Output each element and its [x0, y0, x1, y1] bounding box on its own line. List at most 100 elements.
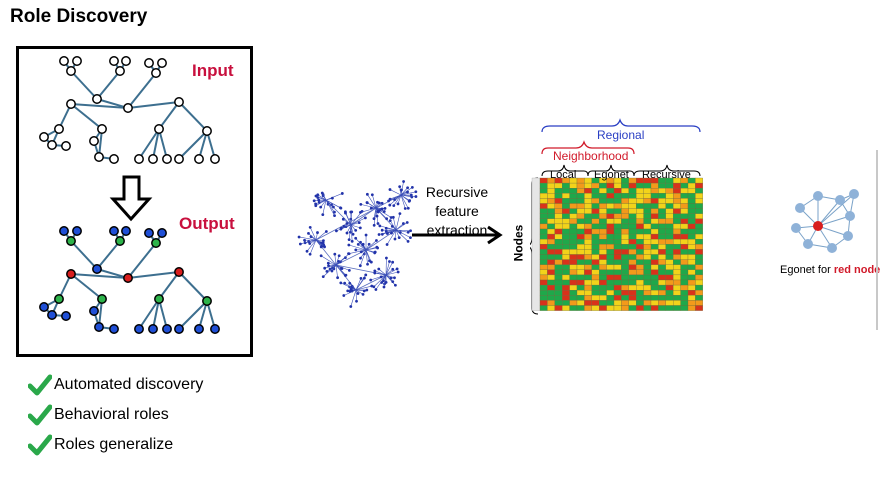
heatmap-cell — [687, 233, 696, 240]
page-title: Role Discovery — [10, 6, 148, 27]
network-node — [332, 205, 335, 209]
network-node — [400, 188, 403, 192]
feature-matrix — [530, 118, 703, 315]
graph-edge — [178, 271, 208, 302]
heatmap-cell — [562, 239, 570, 245]
heatmap-cell — [569, 279, 578, 286]
network-node — [320, 191, 324, 195]
network-node — [330, 269, 334, 273]
heatmap-cell — [636, 284, 644, 291]
heatmap-cell — [628, 295, 637, 301]
heatmap-cell — [539, 274, 548, 281]
heatmap-cell — [621, 188, 629, 194]
network-node — [373, 250, 377, 254]
network-node — [349, 305, 353, 308]
heatmap-cell — [695, 188, 703, 194]
network-node — [336, 276, 340, 280]
network-node — [389, 276, 393, 280]
heatmap-cell — [613, 213, 622, 219]
network-node — [370, 193, 374, 197]
heatmap-cell — [584, 182, 592, 189]
heatmap-cell — [628, 239, 637, 245]
graph-node — [151, 238, 161, 248]
heatmap-cell — [606, 239, 615, 245]
heatmap-cell — [650, 290, 659, 296]
heatmap-cell — [680, 274, 689, 281]
heatmap-cell — [680, 193, 689, 199]
heatmap-cell — [584, 208, 592, 214]
heatmap-cell — [562, 249, 570, 255]
network-node — [373, 271, 377, 275]
heatmap-cell — [562, 208, 570, 214]
heatmap-cell — [591, 239, 600, 245]
heatmap-cell — [628, 198, 637, 204]
heatmap-cell — [695, 244, 703, 250]
network-node — [363, 216, 367, 220]
heatmap-cell — [650, 193, 659, 199]
network-node — [376, 200, 379, 204]
heatmap-cell — [643, 182, 652, 189]
heatmap-cell — [576, 249, 585, 255]
network-node — [372, 223, 376, 227]
network-node — [390, 231, 393, 235]
network-node — [327, 264, 330, 268]
heatmap-cell — [650, 223, 659, 230]
heatmap-cell — [628, 223, 637, 230]
heatmap-cell — [650, 182, 659, 189]
heatmap-cell — [680, 239, 689, 245]
heatmap-cell — [584, 300, 592, 306]
heatmap-cell — [547, 203, 555, 209]
graph-node — [174, 267, 184, 277]
heatmap-cell — [680, 233, 689, 240]
heatmap-cell — [569, 244, 578, 250]
heatmap-cell — [658, 218, 666, 225]
graph-edge — [70, 273, 103, 300]
heatmap-cell — [673, 279, 681, 286]
neighborhood-label: Neighborhood — [553, 149, 629, 163]
heatmap-cell — [576, 198, 585, 204]
heatmap-cell — [554, 244, 563, 250]
network-edge — [345, 211, 352, 226]
heatmap-cell — [539, 259, 548, 265]
heatmap-cell — [665, 284, 674, 291]
heatmap-cell — [628, 177, 637, 184]
network-node — [375, 245, 379, 249]
heatmap-cell — [576, 269, 585, 276]
heatmap-cell — [628, 228, 637, 235]
regional-label: Regional — [597, 128, 645, 142]
network-node — [343, 281, 347, 285]
heatmap-cell — [547, 228, 555, 235]
heatmap-cell — [606, 284, 615, 291]
heatmap-cell — [643, 290, 652, 296]
graph-node — [97, 294, 107, 304]
heatmap-cell — [680, 264, 689, 270]
heatmap-cell — [547, 244, 555, 250]
heatmap-cell — [569, 274, 578, 281]
network-node — [391, 260, 395, 264]
heatmap-cell — [554, 305, 563, 311]
network-node — [402, 180, 405, 183]
network-node — [321, 213, 325, 216]
network-edge — [299, 236, 317, 241]
heatmap-cell — [576, 218, 585, 225]
network-edge — [350, 224, 361, 229]
graph-node — [121, 226, 131, 236]
heatmap-cell — [547, 274, 555, 281]
heatmap-cell — [665, 213, 674, 219]
network-node — [409, 236, 412, 240]
down-arrow-icon — [109, 175, 153, 222]
network-edge — [389, 194, 402, 206]
heatmap-cell — [584, 218, 592, 225]
network-edge — [367, 194, 377, 209]
heatmap-cell — [569, 305, 578, 311]
network-edge — [365, 249, 372, 263]
heatmap-cell — [584, 295, 592, 301]
heatmap-cell — [636, 218, 644, 225]
graph-node — [148, 324, 158, 334]
checklist-item: Roles generalize — [28, 430, 203, 460]
network-node — [377, 267, 381, 271]
heatmap-cell — [621, 295, 629, 301]
heatmap-cell — [687, 208, 696, 214]
network-node — [377, 233, 381, 236]
network-edge — [400, 187, 413, 196]
